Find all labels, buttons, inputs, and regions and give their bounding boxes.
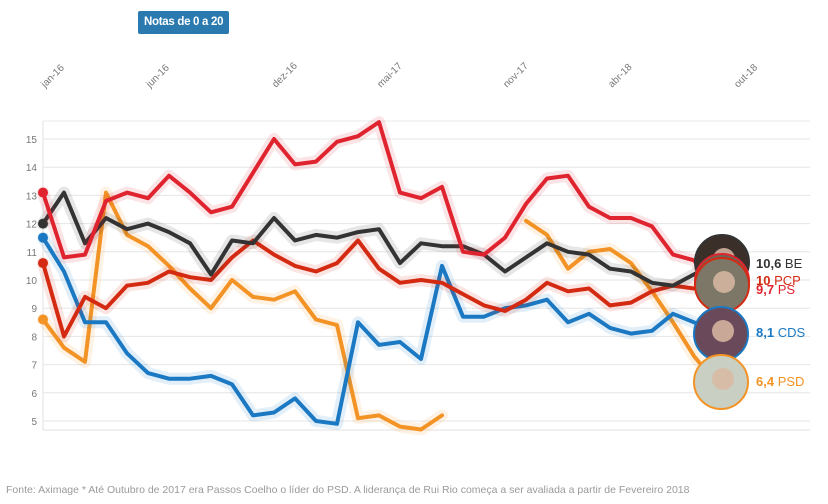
series-group (37, 116, 721, 436)
y-tick-label: 8 (31, 332, 37, 343)
x-tick-label: dez-16 (270, 60, 300, 90)
y-tick-label: 5 (31, 417, 37, 428)
x-tick-label: nov-17 (501, 60, 531, 90)
y-tick-label: 13 (26, 191, 38, 202)
y-tick-label: 10 (26, 276, 38, 287)
avatar-psd (693, 354, 749, 410)
series-be (37, 186, 721, 292)
data-point (38, 218, 48, 229)
x-axis: jan-16 jun-16 dez-16 mai-17 nov-17 abr-18 out-… (39, 60, 761, 90)
end-label-be: 10,6 BE (756, 256, 803, 271)
data-point (38, 314, 48, 325)
avatar-pcp (694, 257, 750, 313)
y-tick-label: 9 (31, 304, 37, 315)
line-chart: 5 6 7 8 9 10 11 12 13 14 15 jan-16 jun-16 dez-16 mai-… (26, 60, 810, 436)
avatars-group (693, 234, 750, 410)
y-tick-label: 14 (26, 163, 38, 174)
avatar-face (712, 320, 734, 342)
end-party: BE (781, 256, 802, 271)
x-tick-label: out-18 (732, 62, 760, 90)
data-point (38, 232, 48, 243)
source-footnote: Fonte: Aximage * Até Outubro de 2017 era… (6, 484, 690, 496)
end-label-pcp: 10 PCP (756, 273, 801, 288)
series-pcp (37, 234, 721, 343)
avatar-face (713, 271, 735, 293)
end-value: 6,4 (756, 374, 775, 389)
end-party: PSD (774, 374, 804, 389)
avatar-cds (693, 306, 749, 362)
avatar-face (712, 368, 734, 390)
x-tick-label: jan-16 (39, 62, 67, 90)
scale-badge: Notas de 0 a 20 (138, 11, 230, 34)
x-tick-label: mai-17 (375, 60, 405, 90)
end-value: 8,1 (756, 325, 774, 340)
end-value: 10 (756, 273, 770, 288)
y-tick-label: 15 (26, 135, 38, 146)
end-party: CDS (774, 325, 805, 340)
x-tick-label: jun-16 (144, 62, 172, 90)
end-label-psd: 6,4 PSD (756, 374, 804, 389)
end-value: 10,6 (756, 256, 781, 271)
end-party: PS (774, 282, 795, 297)
data-point (38, 258, 48, 269)
series-line-psd (524, 218, 717, 384)
end-label-ps: 9,7 PS (756, 282, 795, 297)
end-label-cds: 8,1 CDS (756, 325, 805, 340)
series-cds (37, 231, 721, 430)
y-axis: 5 6 7 8 9 10 11 12 13 14 15 (26, 135, 38, 428)
y-tick-label: 7 (31, 361, 37, 372)
series-ps (37, 116, 721, 295)
y-tick-label: 6 (31, 389, 37, 400)
x-tick-label: abr-18 (606, 62, 635, 91)
y-tick-label: 11 (27, 248, 38, 259)
data-point (38, 187, 48, 198)
end-party: PCP (770, 273, 800, 288)
y-tick-label: 12 (26, 220, 38, 231)
end-value: 9,7 (756, 282, 774, 297)
